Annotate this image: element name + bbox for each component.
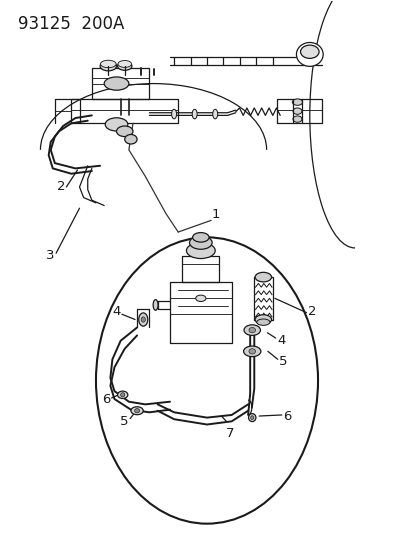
Text: 4: 4: [112, 305, 120, 318]
Circle shape: [96, 237, 317, 523]
Ellipse shape: [192, 109, 197, 119]
Text: 5: 5: [120, 415, 128, 429]
Ellipse shape: [186, 243, 215, 259]
Text: 3: 3: [46, 249, 55, 262]
Ellipse shape: [248, 327, 255, 333]
Ellipse shape: [124, 134, 137, 144]
Ellipse shape: [212, 109, 217, 119]
Text: 1: 1: [211, 208, 219, 221]
Ellipse shape: [250, 416, 253, 419]
Ellipse shape: [153, 300, 158, 310]
Ellipse shape: [117, 391, 128, 399]
Ellipse shape: [141, 317, 145, 322]
Text: 6: 6: [102, 393, 110, 406]
Ellipse shape: [243, 346, 260, 357]
Ellipse shape: [118, 61, 131, 67]
Text: 93125  200A: 93125 200A: [18, 14, 124, 33]
Ellipse shape: [105, 118, 128, 131]
Ellipse shape: [100, 60, 116, 68]
Ellipse shape: [254, 272, 271, 282]
Ellipse shape: [243, 325, 260, 335]
Ellipse shape: [171, 109, 176, 119]
Text: 2: 2: [307, 305, 316, 318]
Text: 2: 2: [57, 181, 65, 193]
Ellipse shape: [117, 62, 132, 70]
Ellipse shape: [254, 315, 271, 324]
Ellipse shape: [100, 61, 116, 71]
Ellipse shape: [134, 409, 139, 413]
Ellipse shape: [138, 313, 147, 326]
Ellipse shape: [195, 295, 206, 302]
Text: 4: 4: [276, 334, 285, 347]
Ellipse shape: [292, 108, 301, 114]
Ellipse shape: [104, 77, 128, 90]
Ellipse shape: [120, 393, 124, 397]
Ellipse shape: [189, 236, 211, 249]
Ellipse shape: [292, 99, 302, 106]
Text: 5: 5: [278, 356, 287, 368]
Ellipse shape: [296, 43, 323, 66]
Text: 6: 6: [282, 409, 291, 423]
Ellipse shape: [248, 349, 255, 354]
Ellipse shape: [300, 45, 318, 59]
Ellipse shape: [248, 414, 255, 422]
Ellipse shape: [292, 116, 301, 122]
Ellipse shape: [131, 407, 143, 415]
Ellipse shape: [116, 126, 133, 136]
Ellipse shape: [256, 319, 269, 325]
Ellipse shape: [192, 232, 209, 242]
Text: 7: 7: [225, 426, 233, 440]
